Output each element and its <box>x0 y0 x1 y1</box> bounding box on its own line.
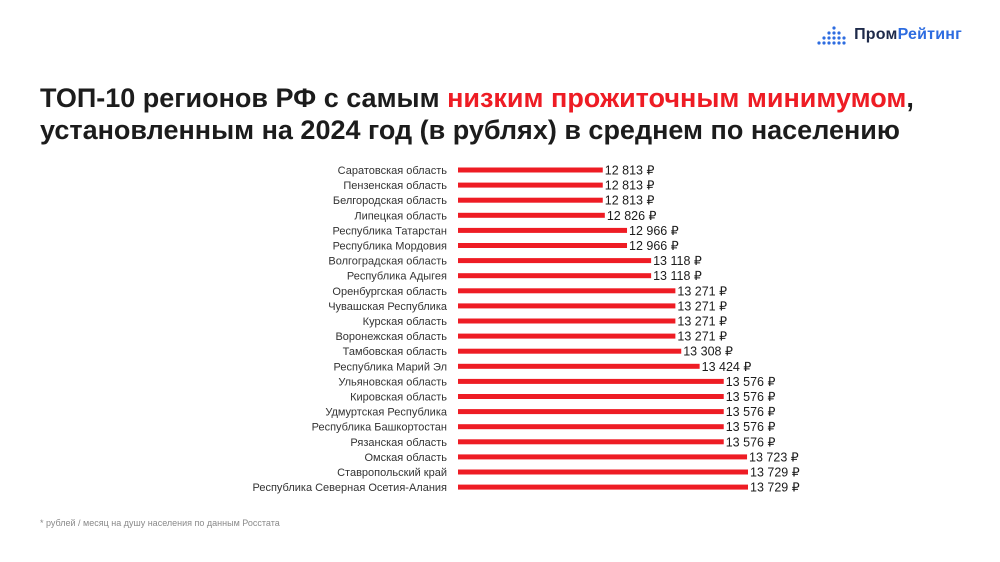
bar <box>458 454 748 460</box>
value-label: 13 723 ₽ <box>749 450 799 464</box>
category-label: Кировская область <box>350 392 447 404</box>
value-label: 13 424 ₽ <box>702 360 752 374</box>
title-line1-after: , <box>906 83 914 113</box>
value-label: 13 118 ₽ <box>653 269 702 283</box>
bar <box>458 288 676 294</box>
category-label: Ульяновская область <box>338 376 447 388</box>
category-label: Республика Адыгея <box>347 271 447 283</box>
title-highlight: низким прожиточным минимумом <box>447 83 907 113</box>
footnote: * рублей / месяц на душу населения по да… <box>40 518 280 528</box>
category-label: Рязанская область <box>350 437 447 449</box>
category-label: Омская область <box>364 452 447 464</box>
category-label: Волгоградская область <box>328 256 447 268</box>
brand-logo: ПромРейтинг <box>816 24 962 46</box>
bar <box>458 303 676 309</box>
value-label: 13 308 ₽ <box>683 345 733 359</box>
bar <box>458 258 652 264</box>
dot-matrix-icon <box>817 26 846 45</box>
bar <box>458 424 724 430</box>
bar <box>458 409 724 415</box>
bar <box>458 273 652 279</box>
value-label: 13 271 ₽ <box>677 330 727 344</box>
title-line1: ТОП-10 регионов РФ с самым низким прожит… <box>40 82 980 114</box>
value-label: 12 826 ₽ <box>607 209 657 223</box>
value-label: 13 729 ₽ <box>750 466 800 480</box>
value-label: 13 271 ₽ <box>677 299 727 313</box>
page-title: ТОП-10 регионов РФ с самым низким прожит… <box>40 82 980 146</box>
category-label: Курская область <box>363 316 448 328</box>
category-label: Республика Мордовия <box>333 241 447 253</box>
category-label: Липецкая область <box>354 210 447 222</box>
bar <box>458 333 676 339</box>
value-label: 13 271 ₽ <box>677 284 727 298</box>
bar <box>458 167 603 173</box>
category-label: Республика Башкортостан <box>312 422 447 434</box>
bar <box>458 469 748 475</box>
category-label: Оренбургская область <box>332 286 447 298</box>
title-line1-before: ТОП-10 регионов РФ с самым <box>40 83 448 113</box>
value-label: 13 576 ₽ <box>726 420 776 434</box>
bar <box>458 394 724 399</box>
bar <box>458 484 748 490</box>
value-label: 12 966 ₽ <box>629 239 679 253</box>
value-label: 12 813 ₽ <box>605 164 655 178</box>
value-label: 13 729 ₽ <box>750 481 800 495</box>
brand-name-part2: Рейтинг <box>897 26 962 43</box>
value-label: 13 118 ₽ <box>653 254 702 268</box>
bar <box>458 182 603 188</box>
bar <box>458 227 628 233</box>
value-label: 13 576 ₽ <box>726 390 776 404</box>
category-label: Белгородская область <box>333 195 447 207</box>
value-label: 13 576 ₽ <box>726 435 776 449</box>
category-label: Воронежская область <box>335 331 447 343</box>
category-label: Республика Татарстан <box>332 225 447 237</box>
category-label: Тамбовская область <box>343 346 448 358</box>
category-label: Удмуртская Республика <box>325 407 448 419</box>
bar <box>458 197 603 203</box>
category-label: Чувашская Республика <box>328 301 448 313</box>
bar <box>458 363 700 369</box>
value-label: 12 966 ₽ <box>629 224 679 238</box>
value-label: 13 576 ₽ <box>726 375 776 389</box>
category-label: Пензенская область <box>343 180 447 192</box>
title-line2: установленным на 2024 год (в рублях) в с… <box>40 115 900 145</box>
category-label: Республика Северная Осетия-Алания <box>252 482 447 494</box>
brand-name-part1: Пром <box>854 26 898 43</box>
bar <box>458 348 682 354</box>
bar <box>458 212 605 218</box>
category-label: Ставропольский край <box>337 467 447 479</box>
bar-chart: Саратовская область 12 813 ₽ Пензенская об… <box>252 164 800 495</box>
category-label: Республика Марий Эл <box>334 361 447 373</box>
value-label: 12 813 ₽ <box>605 179 655 193</box>
bar <box>458 378 724 384</box>
bar <box>458 439 724 445</box>
brand-name: ПромРейтинг <box>854 26 962 44</box>
value-label: 13 271 ₽ <box>677 315 727 329</box>
bar <box>458 318 676 324</box>
category-label: Саратовская область <box>338 165 448 177</box>
bar <box>458 243 628 248</box>
value-label: 13 576 ₽ <box>726 405 776 419</box>
value-label: 12 813 ₽ <box>605 194 655 208</box>
